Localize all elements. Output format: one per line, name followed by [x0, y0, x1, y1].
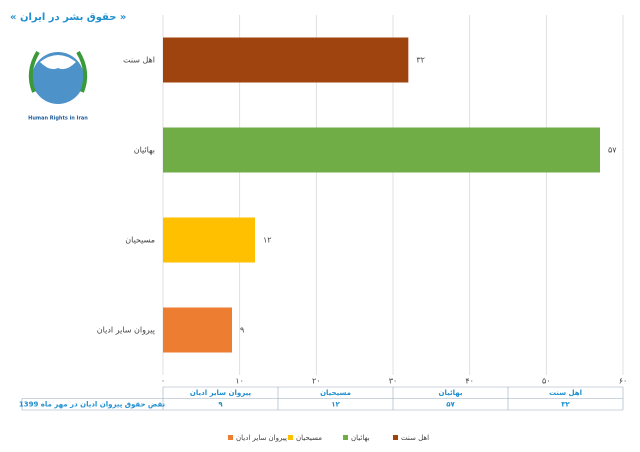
x-tick-label: ۴۰ [465, 377, 474, 386]
table-header: اهل سنت [549, 389, 582, 397]
table-header: پیروان سایر ادیان [190, 389, 252, 397]
category-label: مسیحیان [125, 236, 155, 245]
logo-text: Human Rights in Iran [28, 116, 88, 122]
legend-swatch [288, 435, 293, 440]
table-value: ۳۲ [561, 400, 570, 408]
legend-label: پیروان سایر ادیان [236, 434, 287, 442]
table-value: ۱۲ [331, 400, 340, 408]
category-label: بهائیان [134, 146, 155, 155]
x-tick-label: ۵۰ [542, 377, 551, 386]
legend-label: مسیحیان [296, 434, 322, 442]
value-label: ۱۲ [263, 236, 272, 245]
category-label: پیروان سایر ادیان [97, 326, 155, 335]
value-label: ۵۷ [608, 146, 617, 155]
bar [163, 37, 409, 83]
legend-label: اهل سنت [401, 434, 429, 442]
x-tick-label: ۲۰ [312, 377, 321, 386]
x-tick-label: ۶۰ [619, 377, 628, 386]
x-tick-label: ۰ [161, 377, 165, 386]
x-tick-label: ۱۰ [235, 377, 244, 386]
value-label: ۹ [240, 326, 244, 335]
bar [163, 127, 600, 173]
category-label: اهل سنت [123, 56, 155, 65]
table-header: بهائیان [439, 389, 463, 397]
table-value: ۹ [218, 400, 223, 408]
table-header: مسیحیان [320, 389, 351, 397]
x-tick-label: ۳۰ [389, 377, 398, 386]
legend-swatch [343, 435, 348, 440]
legend-swatch [393, 435, 398, 440]
chart-title: « حقوق بشر در ایران » [10, 12, 126, 23]
legend-swatch [228, 435, 233, 440]
logo: Human Rights in Iran [28, 50, 88, 122]
table-value: ۵۷ [446, 400, 455, 408]
table-row-label: نقض حقوق پیروان ادیان در مهر ماه 1399 [19, 400, 166, 408]
value-label: ۳۲ [416, 56, 425, 65]
legend-label: بهائیان [351, 434, 370, 442]
bar [163, 217, 255, 263]
bar [163, 307, 232, 353]
